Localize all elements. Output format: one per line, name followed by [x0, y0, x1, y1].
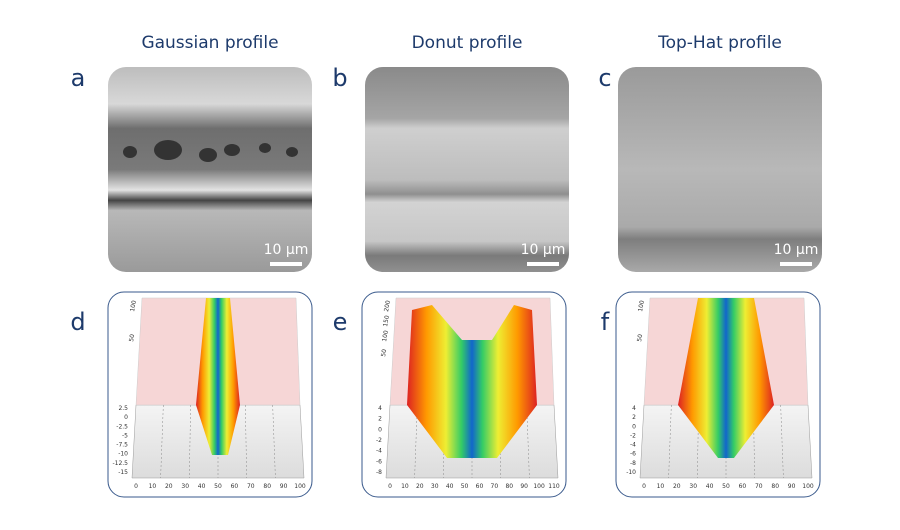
z-tick-label: -8	[630, 460, 636, 467]
x-tick-label: 90	[788, 483, 796, 490]
z-tick-label: -10	[118, 451, 128, 458]
panel-letter: f	[601, 308, 610, 336]
y-tick-label: 50	[636, 333, 644, 342]
z-tick-label: -2	[630, 432, 636, 439]
x-tick-label: 90	[520, 483, 528, 490]
x-tick-label: 20	[673, 483, 681, 490]
x-tick-label: 10	[401, 483, 409, 490]
z-tick-label: -6	[630, 451, 636, 458]
grid-line	[245, 404, 247, 479]
x-tick-label: 0	[134, 483, 138, 490]
x-tick-label: 30	[181, 483, 189, 490]
x-tick-label: 60	[231, 483, 239, 490]
x-tick-label: 50	[722, 483, 730, 490]
x-tick-label: 70	[755, 483, 763, 490]
x-tick-label: 80	[505, 483, 513, 490]
z-tick-label: -7.5	[116, 442, 128, 449]
trench	[407, 305, 537, 458]
z-tick-label: 2	[632, 414, 636, 421]
x-tick-label: 0	[642, 483, 646, 490]
x-tick-label: 40	[446, 483, 454, 490]
x-tick-label: 20	[165, 483, 173, 490]
column-title: Top-Hat profile	[657, 33, 782, 53]
x-tick-label: 100	[533, 483, 545, 490]
z-tick-label: -2	[376, 437, 382, 444]
z-tick-label: 2.5	[118, 405, 128, 412]
y-tick-label: 100	[381, 330, 390, 343]
grid-line	[272, 404, 276, 479]
x-tick-label: 30	[431, 483, 439, 490]
panel-letter: c	[598, 64, 611, 92]
z-tick-label: -12.5	[112, 460, 128, 467]
x-tick-label: 100	[294, 483, 306, 490]
scale-bar-label: 10 µm	[521, 242, 566, 258]
z-tick-label: -15	[118, 469, 128, 476]
x-tick-label: 10	[657, 483, 665, 490]
x-tick-label: 70	[491, 483, 499, 490]
y-tick-label: 50	[128, 333, 136, 342]
column-title: Gaussian profile	[141, 33, 278, 53]
z-tick-label: 0	[632, 423, 636, 430]
panel-letter: a	[71, 64, 86, 92]
x-tick-label: 40	[198, 483, 206, 490]
x-tick-label: 20	[416, 483, 424, 490]
z-tick-label: 4	[632, 405, 636, 412]
sem-image	[365, 67, 569, 272]
x-tick-label: 50	[461, 483, 469, 490]
x-tick-label: 100	[802, 483, 814, 490]
x-tick-label: 90	[280, 483, 288, 490]
x-tick-label: 80	[771, 483, 779, 490]
grid-line	[668, 404, 672, 479]
trench	[678, 298, 774, 458]
sem-image	[108, 67, 312, 272]
z-tick-label: 2	[378, 416, 382, 423]
z-tick-label: 0	[378, 426, 382, 433]
z-tick-label: 4	[378, 405, 382, 412]
x-tick-label: 80	[263, 483, 271, 490]
scale-bar-label: 10 µm	[264, 242, 309, 258]
x-tick-label: 30	[689, 483, 697, 490]
grid-line	[160, 404, 164, 479]
z-tick-label: -2.5	[116, 423, 128, 430]
y-tick-label: 100	[129, 300, 138, 313]
x-tick-label: 60	[739, 483, 747, 490]
panel-letter: d	[70, 308, 85, 336]
x-tick-label: 60	[476, 483, 484, 490]
grid-line	[780, 404, 784, 479]
x-tick-label: 110	[548, 483, 560, 490]
z-tick-label: 0	[124, 414, 128, 421]
z-tick-label: -10	[626, 469, 636, 476]
y-tick-label: 150	[382, 315, 391, 328]
y-tick-label: 50	[380, 348, 388, 357]
z-tick-label: -4	[630, 442, 636, 449]
column-title: Donut profile	[412, 33, 523, 53]
x-tick-label: 70	[247, 483, 255, 490]
scale-bar-label: 10 µm	[774, 242, 819, 258]
y-tick-label: 100	[637, 300, 646, 313]
trench	[196, 298, 240, 455]
x-tick-label: 50	[214, 483, 222, 490]
y-tick-label: 200	[383, 300, 392, 313]
z-tick-label: -5	[122, 432, 128, 439]
panel-letter: b	[332, 64, 347, 92]
panel-letter: e	[333, 308, 348, 336]
x-tick-label: 10	[149, 483, 157, 490]
grid-line	[189, 404, 191, 479]
z-tick-label: -6	[376, 458, 382, 465]
sem-image	[618, 67, 822, 272]
x-tick-label: 40	[706, 483, 714, 490]
z-tick-label: -4	[376, 448, 382, 455]
z-tick-label: -8	[376, 469, 382, 476]
x-tick-label: 0	[388, 483, 392, 490]
